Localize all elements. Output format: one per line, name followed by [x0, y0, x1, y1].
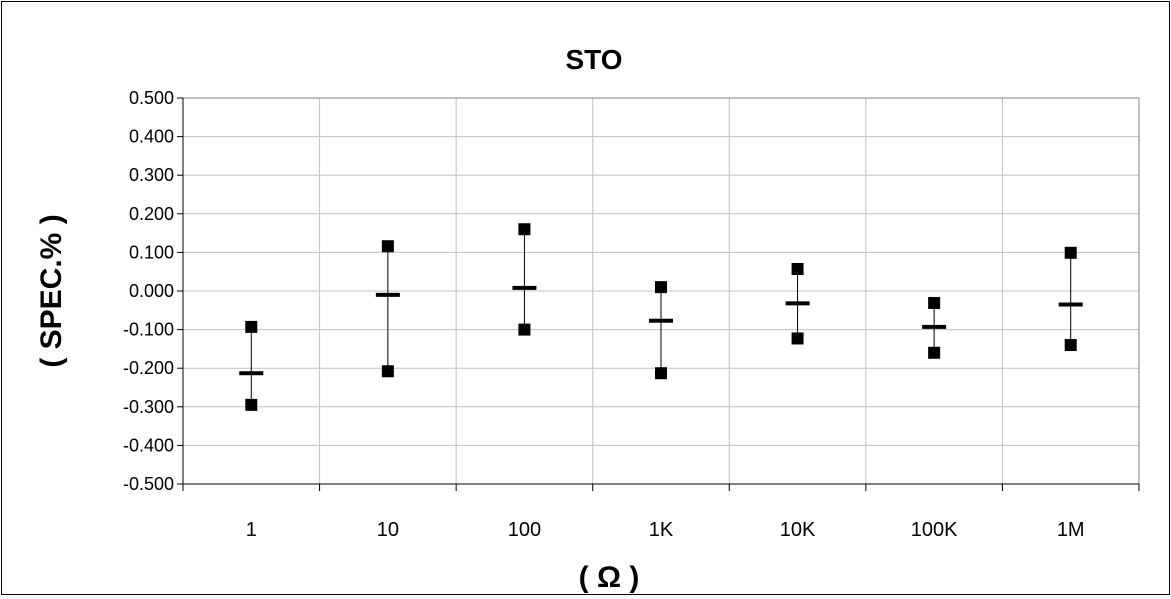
mean-marker [1058, 302, 1083, 307]
low-point [1064, 339, 1077, 352]
x-axis-label: ( Ω ) [579, 561, 640, 594]
y-axis: 0.500 0.400 0.300 0.200 0.100 0.000 -0.100 -0.2… [123, 88, 184, 494]
y-tick-label: 0.200 [129, 204, 174, 224]
y-tick-label: 0.000 [129, 281, 174, 301]
high-point [245, 320, 258, 333]
data-marks [239, 223, 1083, 411]
x-tick-label: 10K [780, 519, 816, 541]
y-tick-label: -0.200 [123, 358, 174, 378]
high-point [518, 223, 531, 236]
y-tick-label: 0.300 [129, 165, 174, 185]
y-tick-label: 0.500 [129, 88, 174, 108]
x-tick-label: 100 [508, 519, 541, 541]
chart-title: STO [565, 44, 622, 75]
high-point [1064, 246, 1077, 259]
x-tick-label: 10 [377, 519, 399, 541]
mean-marker [922, 324, 947, 329]
x-tick-label: 1M [1057, 519, 1085, 541]
mean-marker [375, 292, 400, 297]
mean-marker [649, 318, 673, 323]
x-tick-label: 1K [649, 519, 674, 541]
y-tick-label: 0.400 [129, 127, 174, 147]
high-point [928, 296, 941, 309]
high-point [381, 240, 394, 253]
x-axis: 1 10 100 1K 10K 100K 1M [182, 483, 1140, 541]
y-tick-label: 0.100 [129, 242, 174, 262]
y-tick-label: -0.400 [123, 435, 174, 455]
x-tick-label: 1 [246, 519, 257, 541]
high-point [791, 262, 804, 275]
low-point [245, 398, 258, 411]
low-point [655, 367, 667, 380]
y-axis-label: ( SPEC.% ) [35, 214, 68, 367]
low-point [381, 365, 394, 378]
mean-marker [785, 301, 810, 306]
low-point [791, 332, 804, 345]
mean-marker [512, 285, 537, 290]
x-tick-label: 100K [911, 519, 958, 541]
low-point [518, 323, 531, 336]
y-tick-label: -0.100 [123, 320, 174, 340]
low-point [928, 346, 941, 359]
y-tick-label: -0.500 [123, 474, 174, 494]
y-tick-label: -0.300 [123, 397, 174, 417]
mean-marker [239, 371, 264, 376]
high-point [655, 281, 667, 294]
